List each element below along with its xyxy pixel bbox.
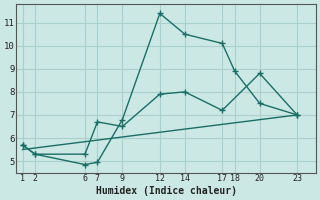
X-axis label: Humidex (Indice chaleur): Humidex (Indice chaleur) xyxy=(96,186,236,196)
